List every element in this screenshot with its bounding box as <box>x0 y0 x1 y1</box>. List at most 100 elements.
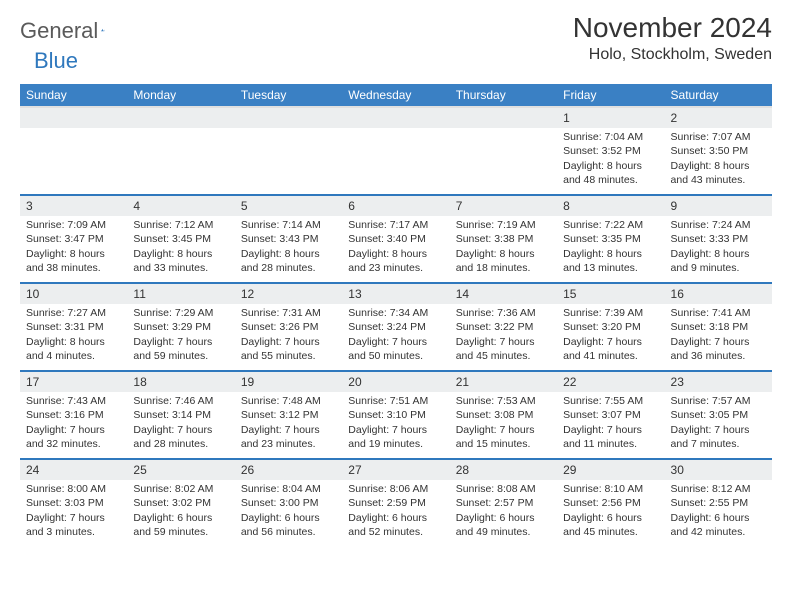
day-detail-line: Sunrise: 7:29 AM <box>133 306 228 320</box>
calendar-day-cell: 20Sunrise: 7:51 AMSunset: 3:10 PMDayligh… <box>342 371 449 459</box>
day-details: Sunrise: 7:53 AMSunset: 3:08 PMDaylight:… <box>456 394 551 451</box>
day-details: Sunrise: 8:00 AMSunset: 3:03 PMDaylight:… <box>26 482 121 539</box>
day-detail-line: Sunset: 3:22 PM <box>456 320 551 334</box>
day-detail-line: Sunset: 3:31 PM <box>26 320 121 334</box>
day-detail-line: Daylight: 7 hours <box>133 423 228 437</box>
day-number: 10 <box>20 284 127 304</box>
day-detail-line: Sunset: 3:38 PM <box>456 232 551 246</box>
day-detail-line: Daylight: 7 hours <box>26 511 121 525</box>
day-detail-line: Daylight: 8 hours <box>133 247 228 261</box>
day-details: Sunrise: 7:31 AMSunset: 3:26 PMDaylight:… <box>241 306 336 363</box>
day-detail-line: and 41 minutes. <box>563 349 658 363</box>
calendar-day-cell: 4Sunrise: 7:12 AMSunset: 3:45 PMDaylight… <box>127 195 234 283</box>
day-number: 19 <box>235 372 342 392</box>
day-detail-line: Daylight: 8 hours <box>26 247 121 261</box>
day-detail-line: Sunrise: 7:17 AM <box>348 218 443 232</box>
day-detail-line: Sunset: 3:52 PM <box>563 144 658 158</box>
day-detail-line: Daylight: 8 hours <box>671 247 766 261</box>
weekday-header: Tuesday <box>235 84 342 107</box>
day-detail-line: and 59 minutes. <box>133 525 228 539</box>
day-details: Sunrise: 7:27 AMSunset: 3:31 PMDaylight:… <box>26 306 121 363</box>
calendar-day-cell: 13Sunrise: 7:34 AMSunset: 3:24 PMDayligh… <box>342 283 449 371</box>
day-details: Sunrise: 7:22 AMSunset: 3:35 PMDaylight:… <box>563 218 658 275</box>
day-number: 21 <box>450 372 557 392</box>
day-detail-line: Sunrise: 8:02 AM <box>133 482 228 496</box>
day-detail-line: Daylight: 7 hours <box>456 335 551 349</box>
day-detail-line: Sunrise: 7:53 AM <box>456 394 551 408</box>
weekday-header: Sunday <box>20 84 127 107</box>
month-title: November 2024 <box>573 12 772 44</box>
day-details: Sunrise: 7:17 AMSunset: 3:40 PMDaylight:… <box>348 218 443 275</box>
day-detail-line: Sunset: 3:26 PM <box>241 320 336 334</box>
day-detail-line: Sunrise: 7:04 AM <box>563 130 658 144</box>
day-detail-line: Daylight: 8 hours <box>563 247 658 261</box>
day-detail-line: Sunrise: 7:39 AM <box>563 306 658 320</box>
day-number: 5 <box>235 196 342 216</box>
day-details: Sunrise: 7:12 AMSunset: 3:45 PMDaylight:… <box>133 218 228 275</box>
calendar-day-cell: 2Sunrise: 7:07 AMSunset: 3:50 PMDaylight… <box>665 107 772 195</box>
day-detail-line: Sunset: 3:45 PM <box>133 232 228 246</box>
day-detail-line: Daylight: 6 hours <box>671 511 766 525</box>
day-detail-line: and 15 minutes. <box>456 437 551 451</box>
day-detail-line: Sunset: 3:33 PM <box>671 232 766 246</box>
day-number: 8 <box>557 196 664 216</box>
logo-word-2: Blue <box>34 48 78 73</box>
day-detail-line: Sunset: 2:56 PM <box>563 496 658 510</box>
day-details: Sunrise: 8:02 AMSunset: 3:02 PMDaylight:… <box>133 482 228 539</box>
day-detail-line: Daylight: 6 hours <box>456 511 551 525</box>
day-detail-line: and 36 minutes. <box>671 349 766 363</box>
calendar-day-cell <box>342 107 449 195</box>
day-detail-line: Daylight: 6 hours <box>563 511 658 525</box>
weekday-header: Monday <box>127 84 234 107</box>
day-detail-line: and 23 minutes. <box>241 437 336 451</box>
day-detail-line: and 52 minutes. <box>348 525 443 539</box>
day-detail-line: Sunrise: 8:00 AM <box>26 482 121 496</box>
calendar-day-cell: 7Sunrise: 7:19 AMSunset: 3:38 PMDaylight… <box>450 195 557 283</box>
calendar-day-cell: 26Sunrise: 8:04 AMSunset: 3:00 PMDayligh… <box>235 459 342 547</box>
weekday-header: Wednesday <box>342 84 449 107</box>
day-number: 27 <box>342 460 449 480</box>
day-number: 12 <box>235 284 342 304</box>
day-detail-line: Sunset: 3:24 PM <box>348 320 443 334</box>
day-number: 24 <box>20 460 127 480</box>
day-number: 30 <box>665 460 772 480</box>
day-detail-line: Daylight: 8 hours <box>563 159 658 173</box>
day-number: 17 <box>20 372 127 392</box>
day-number: 3 <box>20 196 127 216</box>
day-number-empty <box>127 108 234 128</box>
day-details: Sunrise: 7:48 AMSunset: 3:12 PMDaylight:… <box>241 394 336 451</box>
calendar-day-cell: 23Sunrise: 7:57 AMSunset: 3:05 PMDayligh… <box>665 371 772 459</box>
day-detail-line: Sunrise: 8:04 AM <box>241 482 336 496</box>
day-detail-line: Sunrise: 7:36 AM <box>456 306 551 320</box>
day-detail-line: Sunset: 3:47 PM <box>26 232 121 246</box>
calendar-day-cell <box>20 107 127 195</box>
calendar-week-row: 10Sunrise: 7:27 AMSunset: 3:31 PMDayligh… <box>20 283 772 371</box>
calendar-day-cell: 16Sunrise: 7:41 AMSunset: 3:18 PMDayligh… <box>665 283 772 371</box>
day-detail-line: Sunrise: 7:12 AM <box>133 218 228 232</box>
day-detail-line: and 49 minutes. <box>456 525 551 539</box>
location: Holo, Stockholm, Sweden <box>573 46 772 64</box>
day-detail-line: and 48 minutes. <box>563 173 658 187</box>
day-detail-line: and 7 minutes. <box>671 437 766 451</box>
day-detail-line: Sunset: 3:14 PM <box>133 408 228 422</box>
day-detail-line: and 19 minutes. <box>348 437 443 451</box>
calendar-week-row: 24Sunrise: 8:00 AMSunset: 3:03 PMDayligh… <box>20 459 772 547</box>
day-number: 13 <box>342 284 449 304</box>
day-detail-line: Daylight: 7 hours <box>241 423 336 437</box>
day-detail-line: and 43 minutes. <box>671 173 766 187</box>
calendar-week-row: 1Sunrise: 7:04 AMSunset: 3:52 PMDaylight… <box>20 107 772 195</box>
day-detail-line: Sunrise: 7:19 AM <box>456 218 551 232</box>
day-details: Sunrise: 8:06 AMSunset: 2:59 PMDaylight:… <box>348 482 443 539</box>
logo-word-1: General <box>20 18 98 44</box>
day-detail-line: Sunset: 3:03 PM <box>26 496 121 510</box>
day-detail-line: Sunset: 3:43 PM <box>241 232 336 246</box>
calendar-day-cell <box>450 107 557 195</box>
calendar-day-cell: 30Sunrise: 8:12 AMSunset: 2:55 PMDayligh… <box>665 459 772 547</box>
day-number-empty <box>20 108 127 128</box>
day-detail-line: Sunset: 3:02 PM <box>133 496 228 510</box>
calendar-day-cell: 1Sunrise: 7:04 AMSunset: 3:52 PMDaylight… <box>557 107 664 195</box>
calendar-week-row: 17Sunrise: 7:43 AMSunset: 3:16 PMDayligh… <box>20 371 772 459</box>
day-detail-line: Sunset: 3:10 PM <box>348 408 443 422</box>
day-detail-line: Daylight: 7 hours <box>563 335 658 349</box>
day-number: 16 <box>665 284 772 304</box>
